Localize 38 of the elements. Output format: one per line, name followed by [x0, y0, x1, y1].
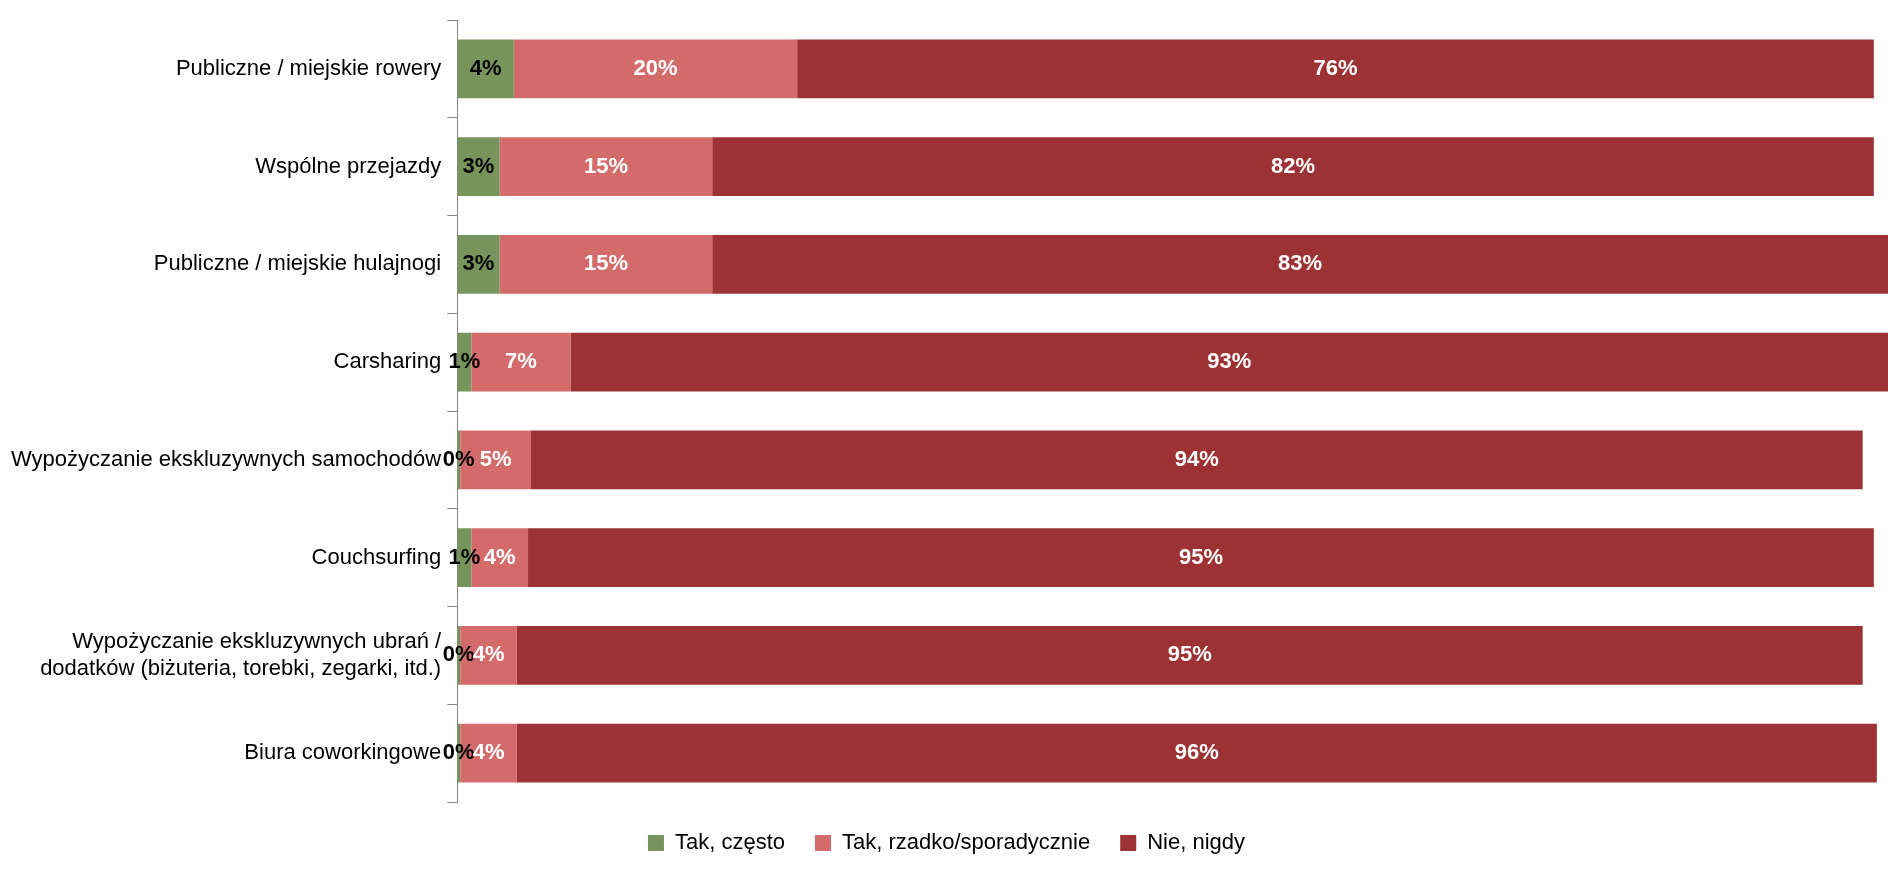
data-label: 83% [1278, 250, 1323, 276]
bar [797, 39, 1874, 99]
y-tick-label: Biura coworkingowe [244, 739, 442, 765]
bar [528, 528, 1874, 587]
y-tick-label: Carsharing [333, 348, 442, 374]
legend-label: Nie, nigdy [1147, 829, 1246, 855]
legend-label: Tak, rzadko/sporadycznie [841, 829, 1091, 855]
data-label: 4% [483, 543, 516, 569]
data-label: 95% [1167, 641, 1212, 667]
y-tick-label: Couchsurfing [311, 543, 442, 569]
data-label: 96% [1174, 739, 1219, 765]
y-tick-label: Publiczne / miejskie hulajnogi [153, 250, 442, 276]
y-tick-label: Wypożyczanie ekskluzywnych ubrań / dodatków (biżuteria, torebki, zegarki, itd.) [40, 628, 443, 680]
y-tick-label: Wspólne przejazdy [255, 152, 442, 178]
bar [513, 39, 798, 99]
data-label: 4% [472, 739, 505, 765]
legend-label: Tak, często [674, 829, 785, 855]
data-label: 15% [583, 250, 628, 276]
bar [712, 235, 1888, 294]
data-label: 3% [462, 250, 495, 276]
data-label: 15% [583, 152, 628, 178]
data-label: 3% [462, 152, 495, 178]
bar [570, 332, 1888, 392]
y-tick-label: Wypożyczanie ekskluzywnych samochodów [11, 445, 442, 471]
data-label: 82% [1270, 152, 1316, 178]
data-label: 95% [1178, 543, 1223, 569]
data-label: 20% [633, 54, 678, 80]
data-label: 93% [1207, 348, 1252, 374]
data-label: 94% [1174, 445, 1219, 471]
data-label: 5% [479, 445, 512, 471]
data-label: 4% [472, 641, 505, 667]
bar [499, 137, 713, 196]
bar [499, 235, 713, 294]
data-label: 76% [1313, 54, 1358, 80]
y-tick-label: Publiczne / miejskie rowery [175, 54, 442, 80]
data-label: 7% [505, 348, 537, 374]
bar [712, 137, 1874, 196]
data-label: 4% [469, 54, 502, 80]
